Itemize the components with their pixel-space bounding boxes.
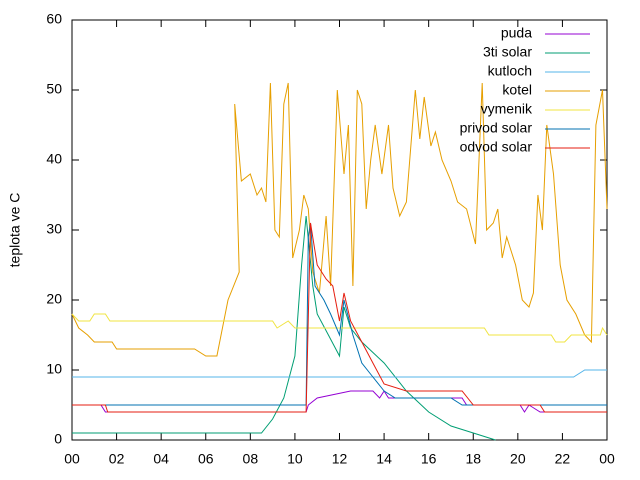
y-tick-label: 30 [46,221,62,237]
legend-label: kotel [502,82,532,98]
y-tick-label: 40 [46,151,62,167]
legend-label: privod solar [460,120,533,136]
legend-label: odvod solar [460,139,533,155]
x-tick-label: 20 [510,451,526,467]
series-line [72,215,496,441]
y-tick-label: 0 [54,431,62,447]
legend-label: 3ti solar [483,44,532,60]
legend-label: kutloch [488,63,532,79]
y-tick-label: 50 [46,81,62,97]
legend-label: puda [501,25,532,41]
y-tick-label: 20 [46,291,62,307]
y-tick-label: 10 [46,361,62,377]
x-tick-label: 04 [153,451,169,467]
x-tick-label: 22 [555,451,571,467]
y-axis-label: teplota ve C [7,193,23,268]
x-tick-label: 00 [64,451,80,467]
series-line [72,369,607,378]
x-tick-label: 14 [376,451,392,467]
series-line [71,82,608,357]
x-tick-label: 00 [599,451,615,467]
series-line [72,222,607,406]
x-tick-label: 08 [243,451,259,467]
x-tick-label: 10 [287,451,303,467]
y-tick-label: 60 [46,11,62,27]
plot-border [71,19,608,441]
x-tick-label: 16 [421,451,437,467]
x-tick-label: 06 [198,451,214,467]
x-tick-label: 12 [332,451,348,467]
series-line [71,313,608,343]
x-tick-label: 18 [465,451,481,467]
series-line [72,390,607,413]
series-line [72,222,607,413]
legend-label: vymenik [481,101,533,117]
x-tick-label: 02 [109,451,125,467]
